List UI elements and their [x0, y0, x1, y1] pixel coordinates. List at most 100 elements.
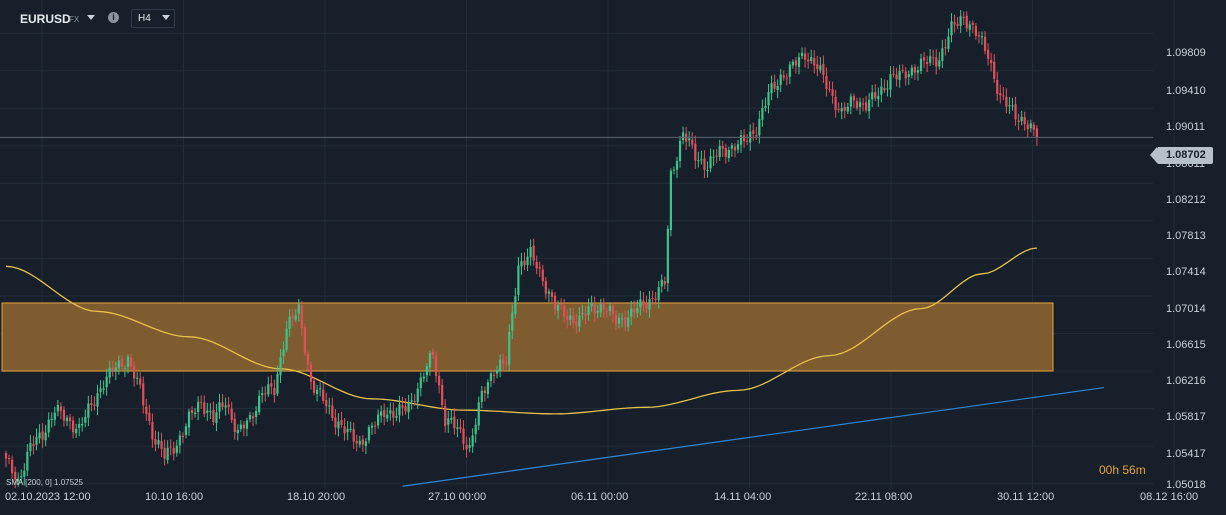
candle[interactable] [550, 289, 554, 303]
candle[interactable] [499, 354, 502, 378]
candle[interactable] [187, 408, 191, 436]
candle[interactable] [380, 405, 383, 423]
candle[interactable] [1017, 113, 1020, 131]
candle[interactable] [657, 281, 660, 309]
candle[interactable] [767, 83, 770, 114]
candle[interactable] [688, 131, 691, 147]
candle[interactable] [465, 436, 468, 458]
candle[interactable] [68, 413, 72, 430]
timeframe-chevron-down-icon[interactable] [162, 15, 170, 20]
candle[interactable] [352, 422, 355, 449]
candle[interactable] [761, 99, 764, 127]
candle[interactable] [929, 49, 932, 66]
candle[interactable] [480, 385, 483, 409]
candle[interactable] [794, 57, 798, 74]
candle[interactable] [90, 395, 93, 412]
candle[interactable] [145, 399, 148, 421]
candle[interactable] [230, 401, 233, 424]
candle[interactable] [535, 255, 538, 275]
candle[interactable] [7, 454, 11, 465]
candle[interactable] [1032, 122, 1035, 137]
candle[interactable] [1002, 87, 1005, 101]
candle[interactable] [898, 64, 901, 88]
candle[interactable] [865, 96, 868, 113]
candle[interactable] [331, 397, 334, 422]
candle[interactable] [880, 78, 883, 103]
candle[interactable] [593, 296, 596, 323]
candle[interactable] [294, 309, 297, 323]
candle[interactable] [962, 11, 965, 26]
candle[interactable] [181, 432, 184, 444]
candle[interactable] [221, 394, 224, 411]
candle[interactable] [932, 49, 935, 66]
candle[interactable] [617, 312, 621, 329]
candle[interactable] [816, 55, 819, 77]
candle[interactable] [267, 376, 270, 398]
candle[interactable] [682, 126, 685, 145]
candle[interactable] [858, 97, 862, 115]
candle[interactable] [395, 407, 398, 422]
candle[interactable] [889, 66, 892, 98]
trendline[interactable] [402, 386, 1105, 487]
candle[interactable] [160, 432, 163, 458]
candle[interactable] [319, 382, 322, 397]
candle[interactable] [672, 166, 676, 175]
candle[interactable] [17, 472, 20, 487]
candle[interactable] [807, 52, 810, 69]
candle[interactable] [139, 372, 142, 389]
candle[interactable] [419, 372, 422, 397]
candle[interactable] [611, 302, 615, 323]
candle[interactable] [645, 295, 648, 314]
candle[interactable] [386, 407, 389, 422]
candle[interactable] [349, 421, 352, 433]
candle[interactable] [614, 310, 618, 331]
candle[interactable] [62, 406, 66, 427]
candle[interactable] [724, 143, 727, 164]
candle[interactable] [377, 409, 380, 429]
candle[interactable] [602, 298, 605, 319]
candle[interactable] [901, 64, 904, 74]
candle[interactable] [935, 49, 938, 75]
candle[interactable] [758, 110, 761, 144]
candle[interactable] [29, 434, 32, 457]
candle[interactable] [431, 348, 435, 359]
candle[interactable] [703, 150, 706, 179]
candle[interactable] [169, 439, 172, 456]
candle[interactable] [166, 440, 169, 464]
candle[interactable] [489, 370, 493, 388]
candle[interactable] [1035, 125, 1038, 146]
candle[interactable] [828, 80, 831, 93]
candle[interactable] [541, 264, 544, 287]
candle[interactable] [529, 239, 532, 266]
candle[interactable] [514, 288, 517, 319]
candle[interactable] [23, 463, 26, 486]
candle[interactable] [581, 304, 584, 320]
candle[interactable] [691, 132, 694, 149]
candle[interactable] [261, 386, 264, 403]
candle[interactable] [4, 450, 8, 468]
candle[interactable] [560, 298, 563, 310]
candle[interactable] [81, 417, 84, 432]
candle[interactable] [224, 397, 227, 416]
candle[interactable] [800, 47, 804, 60]
candle[interactable] [444, 399, 447, 433]
candle[interactable] [56, 399, 59, 417]
candle[interactable] [904, 66, 907, 86]
candle[interactable] [941, 39, 944, 69]
symbol-selector[interactable]: EURUSD [20, 12, 71, 26]
candle[interactable] [544, 277, 547, 300]
info-icon[interactable]: i [108, 12, 119, 23]
candle[interactable] [32, 435, 35, 455]
candle[interactable] [26, 443, 29, 477]
candle[interactable] [117, 355, 120, 375]
candle[interactable] [309, 361, 313, 390]
candle[interactable] [947, 28, 950, 53]
candle[interactable] [306, 351, 310, 373]
candle[interactable] [441, 378, 444, 410]
candle[interactable] [93, 396, 96, 411]
candle[interactable] [483, 386, 486, 402]
candle[interactable] [407, 394, 410, 420]
candle[interactable] [776, 79, 779, 99]
candle[interactable] [837, 102, 840, 113]
